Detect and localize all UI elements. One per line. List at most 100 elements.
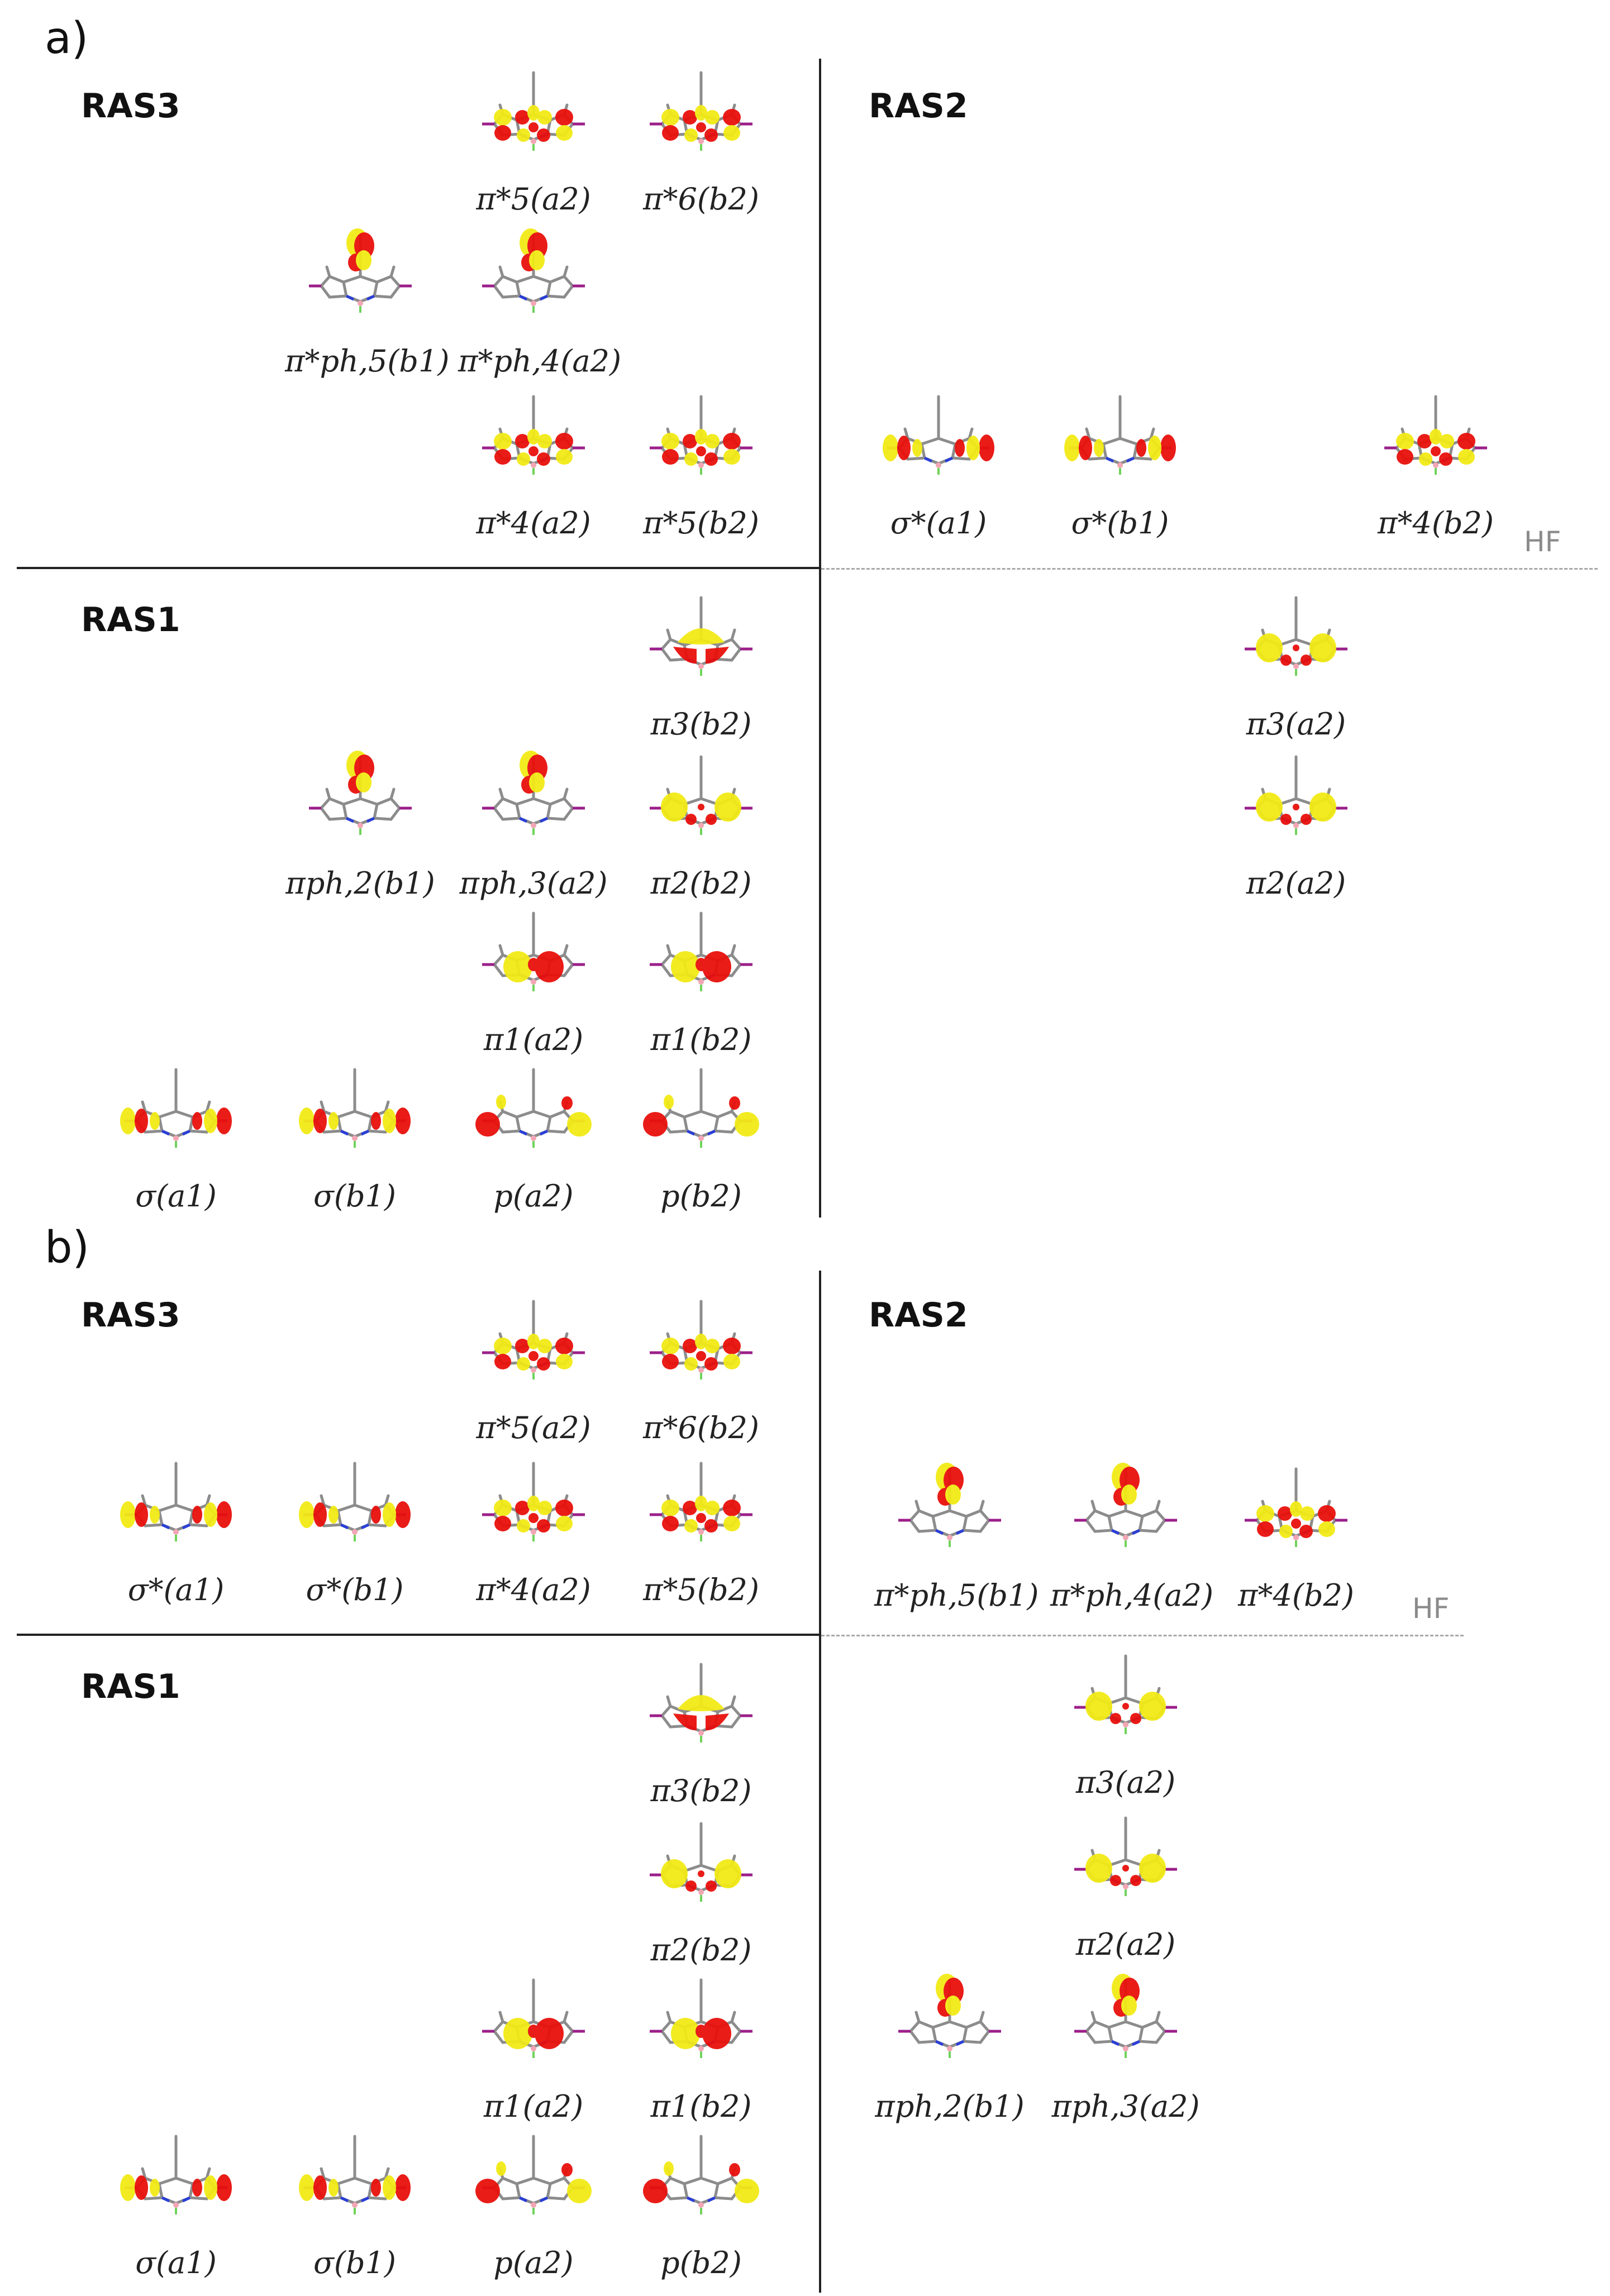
orbital: πph,2(b1) (285, 746, 436, 913)
orbital-label: π*ph,4(a2) (458, 343, 622, 379)
orbital: p(b2) (626, 2125, 777, 2293)
orbital-isosurface (671, 951, 731, 982)
orbital-lobe (555, 109, 573, 126)
orbital-lobe (1079, 436, 1092, 460)
orbital-lobe (683, 1501, 697, 1515)
orbital: π*ph,4(a2) (1050, 1458, 1213, 1625)
orbital-lobe (945, 1996, 961, 2016)
orbital-lobe (735, 2179, 759, 2203)
methyl-bond (666, 944, 672, 957)
orbital-lobe (537, 452, 550, 466)
orbital-label: π*4(a2) (476, 1572, 591, 1607)
panel-a-ras3-ras1-divider (17, 567, 821, 569)
orbital-lobe (216, 1108, 232, 1134)
orbital-lobe (528, 2025, 539, 2038)
boron-atom (698, 823, 704, 828)
panel-a-vertical-divider (819, 59, 821, 1218)
orbital-lobe (494, 1338, 512, 1354)
orbital-isosurface (494, 429, 573, 466)
orbital-lobe (671, 951, 700, 982)
orbital-lobe (383, 1502, 396, 1527)
orbital-label: π*ph,5(b1) (874, 1578, 1039, 1613)
orbital-lobe (1290, 1501, 1302, 1517)
orbital: πph,2(b1) (874, 1969, 1025, 2136)
orbital-lobe (979, 435, 994, 461)
orbital-lobe (704, 452, 718, 466)
orbital-lobe (395, 1501, 411, 1528)
orbital-lobe (1458, 449, 1475, 465)
panel-a-label: a) (45, 13, 89, 64)
boron-atom (698, 2202, 704, 2208)
orbital-lobe (695, 429, 707, 445)
left-pyrrole (1084, 2020, 1113, 2044)
orbital-lobe (661, 1338, 679, 1354)
orbital-lobe (395, 1108, 411, 1134)
boron-atom (1123, 1884, 1128, 1889)
orbital-lobe (556, 125, 573, 141)
orbital: σ*(a1) (863, 385, 1014, 553)
orbital-lobe (702, 951, 731, 982)
boron-atom (173, 1529, 179, 1535)
boron-atom (698, 139, 704, 144)
methyl-bond (320, 1100, 326, 1113)
orbital-isosurface (299, 2174, 411, 2201)
boron-atom (698, 1889, 704, 1895)
orbital-isosurface (475, 2161, 592, 2203)
orbital-label: π*4(b2) (1238, 1578, 1354, 1613)
orbital-lobe (1256, 793, 1283, 822)
right-pyrrole (546, 797, 575, 821)
orbital-lobe (723, 1516, 740, 1531)
orbital: σ(b1) (279, 1058, 430, 1226)
orbital-lobe (1122, 1865, 1129, 1872)
orbital: π*5(b2) (626, 385, 777, 553)
orbital-isosurface (1112, 1463, 1140, 1506)
orbital-lobe (1110, 1875, 1121, 1886)
orbital-lobe (567, 2179, 592, 2203)
orbital: π*4(b2) (1360, 385, 1511, 553)
orbital-lobe (328, 1112, 339, 1130)
nitrogen-bond (366, 817, 375, 823)
nitrogen-bond (360, 1129, 370, 1136)
orbital-lobe (150, 1506, 160, 1524)
orbital-isosurface (494, 1496, 573, 1533)
orbital-lobe (696, 958, 707, 971)
orbital-lobe (723, 449, 740, 465)
left-pyrrole (1084, 1509, 1113, 1533)
orbital: π*4(a2) (458, 385, 609, 553)
orbital-lobe (695, 1334, 707, 1349)
orbital-label: π*5(a2) (476, 1410, 591, 1445)
orbital-label: σ*(b1) (1071, 505, 1169, 541)
orbital-lobe (494, 449, 511, 465)
orbital-isosurface (661, 1859, 741, 1892)
orbital-lobe (1256, 1505, 1274, 1522)
orbital-lobe (528, 1351, 539, 1361)
orbital-lobe (216, 1501, 232, 1528)
nitrogen-bond (340, 1129, 349, 1136)
molecule-skeleton (482, 755, 585, 835)
orbital-lobe (705, 1339, 720, 1353)
boron-atom (1293, 1535, 1299, 1540)
boron-atom (698, 462, 704, 468)
orbital-isosurface (661, 1496, 741, 1533)
orbital-lobe (1094, 439, 1104, 457)
orbital-isosurface (661, 105, 741, 142)
methyl-bond (666, 2011, 672, 2023)
orbital-lobe (695, 1496, 707, 1511)
orbital-lobe (715, 793, 741, 822)
orbital-lobe (192, 1112, 202, 1130)
orbital-lobe (537, 1339, 552, 1353)
orbital-isosurface (661, 793, 741, 825)
molecule-skeleton (303, 1462, 406, 1541)
orbital-lobe (328, 1506, 339, 1524)
methyl-bond (1085, 427, 1091, 440)
orbital-lobe (696, 2025, 707, 2038)
boron-atom (352, 2202, 358, 2208)
boron-atom (1117, 462, 1123, 468)
orbital: p(a2) (458, 1058, 609, 1226)
nitrogen-bond (686, 1129, 696, 1136)
orbital-lobe (696, 122, 706, 132)
boron-atom (947, 2046, 952, 2051)
orbital-lobe (371, 1506, 381, 1524)
right-pyrrole (1138, 2020, 1167, 2044)
boron-atom (1123, 2046, 1128, 2051)
